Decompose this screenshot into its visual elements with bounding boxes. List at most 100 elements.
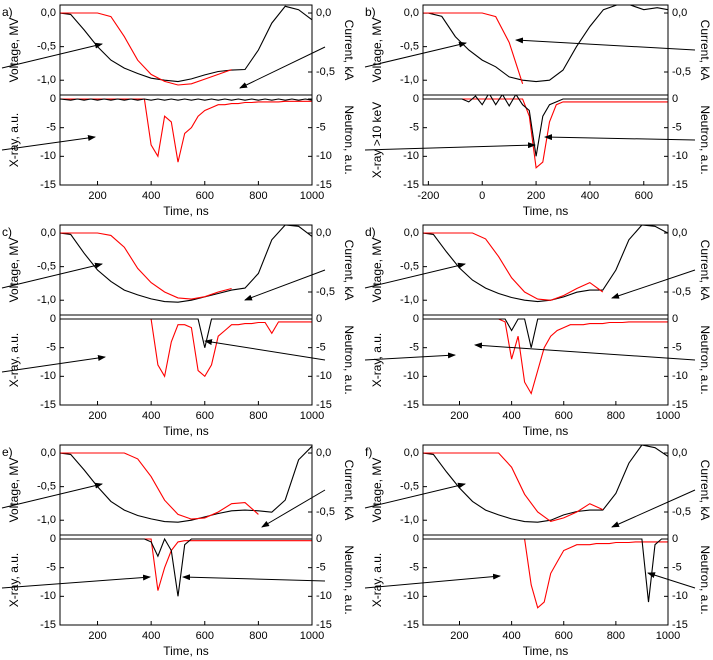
x-tick-label: 200 xyxy=(450,410,468,422)
y2-tick-label: 0,0 xyxy=(316,7,331,19)
x-axis-label: Time, ns xyxy=(163,424,209,438)
arrow xyxy=(182,574,326,582)
panel-label: d) xyxy=(365,225,376,239)
y2-tick-label: 0,0 xyxy=(672,447,687,459)
y2-tick-label: -5 xyxy=(316,342,326,354)
y-tick-label: -5 xyxy=(46,122,56,134)
y-tick-label: 0,0 xyxy=(404,7,419,19)
x-tick-label: 600 xyxy=(196,190,214,202)
series-line xyxy=(423,12,524,84)
y2-tick-label: -0,5 xyxy=(316,286,335,298)
x-tick-label: 1000 xyxy=(300,410,324,422)
y2-tick-label: -15 xyxy=(316,399,332,411)
y2-tick-label: 0,0 xyxy=(672,7,687,19)
y2-tick-label: 0,0 xyxy=(672,227,687,239)
y-tick-label: 0 xyxy=(413,313,419,325)
panel-label: a) xyxy=(2,5,13,19)
y2-tick-label: -5 xyxy=(672,122,682,134)
y-tick-label: -15 xyxy=(40,399,56,411)
y2-axis-label: Current, kA xyxy=(698,20,712,81)
arrow xyxy=(1,355,106,373)
panel-label: c) xyxy=(2,225,12,239)
arrow xyxy=(364,262,466,289)
series-line xyxy=(60,318,312,378)
y2-tick-label: 0 xyxy=(316,313,322,325)
y2-tick-label: -5 xyxy=(672,342,682,354)
y2-axis-label: Current, kA xyxy=(342,240,356,301)
y-tick-label: 0 xyxy=(413,93,419,105)
y2-tick-label: -15 xyxy=(672,179,688,191)
arrow xyxy=(1,134,96,151)
y-tick-label: -0,5 xyxy=(400,481,419,493)
y-axis-label: X-ray, a.u. xyxy=(7,553,21,607)
series-line xyxy=(423,5,668,83)
y2-axis-label: Neutron, a.u. xyxy=(342,105,356,174)
arrow xyxy=(261,489,326,528)
y2-tick-label: -10 xyxy=(672,370,688,382)
series-line xyxy=(423,232,604,301)
arrow xyxy=(474,342,696,361)
y2-tick-label: -10 xyxy=(316,150,332,162)
series-line xyxy=(423,225,668,303)
plot-frame xyxy=(59,94,313,186)
series-line xyxy=(423,445,668,523)
x-tick-label: 1000 xyxy=(656,410,680,422)
y-tick-label: -1,0 xyxy=(37,294,56,306)
plot-frame xyxy=(59,534,313,626)
x-tick-label: 600 xyxy=(635,190,653,202)
plot-frame xyxy=(422,94,669,186)
y2-axis-label: Neutron, a.u. xyxy=(342,325,356,394)
plot-frame xyxy=(422,4,669,96)
plot-frame xyxy=(422,534,669,626)
y-tick-label: -15 xyxy=(403,399,419,411)
y-tick-label: -0,5 xyxy=(37,261,56,273)
y-axis-label: Voltage, MV xyxy=(7,18,21,83)
y2-tick-label: 0 xyxy=(672,533,678,545)
y-tick-label: -5 xyxy=(409,342,419,354)
y-axis-label: Voltage, MV xyxy=(370,458,384,523)
y-axis-label: X-ray, a.u. xyxy=(370,553,384,607)
y2-axis-label: Current, kA xyxy=(342,20,356,81)
series-line xyxy=(60,225,312,303)
y-tick-label: -0,5 xyxy=(37,481,56,493)
x-tick-label: 800 xyxy=(607,630,625,642)
y2-tick-label: -0,5 xyxy=(672,66,691,78)
y2-tick-label: -10 xyxy=(316,590,332,602)
x-axis-label: Time, ns xyxy=(523,424,569,438)
arrow xyxy=(204,339,326,361)
y2-axis-label: Current, kA xyxy=(698,240,712,301)
y2-tick-label: -15 xyxy=(672,619,688,631)
y-tick-label: -10 xyxy=(40,370,56,382)
y2-tick-label: 0,0 xyxy=(316,447,331,459)
y-tick-label: -10 xyxy=(403,590,419,602)
y2-tick-label: -5 xyxy=(672,562,682,574)
x-tick-label: 1000 xyxy=(656,630,680,642)
arrow xyxy=(1,482,103,509)
arrow xyxy=(611,269,696,299)
arrow xyxy=(1,574,151,589)
y-tick-label: 0,0 xyxy=(41,227,56,239)
y2-tick-label: -10 xyxy=(672,150,688,162)
y-axis-label: Voltage, MV xyxy=(7,458,21,523)
series-line xyxy=(423,538,668,603)
x-tick-label: 1000 xyxy=(300,630,324,642)
arrow xyxy=(364,573,501,589)
y-axis-label: X-ray, a.u. xyxy=(7,113,21,167)
arrow xyxy=(1,262,103,289)
y-axis-label: Voltage, MV xyxy=(370,18,384,83)
series-line xyxy=(423,318,668,395)
y2-tick-label: -10 xyxy=(316,370,332,382)
y-tick-label: -15 xyxy=(40,619,56,631)
arrow xyxy=(544,134,696,141)
y2-axis-label: Current, kA xyxy=(698,460,712,521)
y-tick-label: 0,0 xyxy=(404,447,419,459)
y-tick-label: -5 xyxy=(46,562,56,574)
x-tick-label: 200 xyxy=(88,190,106,202)
series-line xyxy=(60,12,232,86)
series-line xyxy=(60,538,312,591)
y-tick-label: -1,0 xyxy=(37,74,56,86)
x-tick-label: -200 xyxy=(417,190,439,202)
y2-tick-label: -5 xyxy=(316,122,326,134)
y2-tick-label: -15 xyxy=(672,399,688,411)
